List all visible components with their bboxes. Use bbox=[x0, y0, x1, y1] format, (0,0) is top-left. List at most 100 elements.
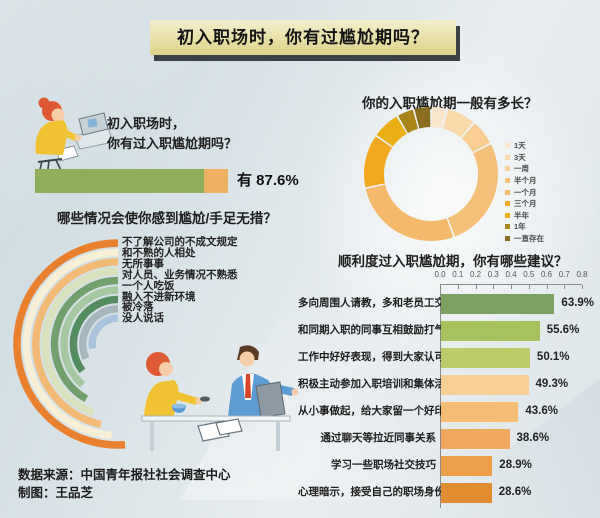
legend-label: 三个月 bbox=[514, 199, 537, 209]
situation-label: 被冷落 bbox=[122, 301, 154, 314]
legend-swatch bbox=[505, 154, 510, 160]
situation-arc bbox=[41, 267, 119, 416]
bar-label: 心理暗示，接受自己的职场身份 bbox=[298, 486, 445, 498]
legend-swatch bbox=[505, 224, 510, 230]
legend-item: 1年 bbox=[505, 221, 544, 233]
situation-arc bbox=[32, 258, 119, 429]
data-source: 数据来源：中国青年报社社会调查中心 bbox=[18, 468, 231, 482]
situation-label: 无所事事 bbox=[122, 257, 164, 270]
axis-tick bbox=[582, 285, 583, 289]
legend-swatch bbox=[505, 178, 510, 184]
donut-slice bbox=[364, 136, 393, 188]
situations-heading: 哪些情况会使你感到尴尬/手足无措？ bbox=[57, 211, 277, 226]
bar-label: 学习一些职场社交技巧 bbox=[331, 459, 436, 471]
bar-label: 积极主动参加入职培训和集体活动 bbox=[298, 378, 456, 390]
woman-at-laptop-illustration bbox=[35, 97, 114, 188]
decor-ring bbox=[22, 248, 119, 440]
legend-label: 半年 bbox=[514, 210, 529, 220]
axis-tick-label: 0.1 bbox=[452, 270, 464, 279]
duration-heading: 你的入职尴尬期一般有多长？ bbox=[362, 96, 538, 111]
legend-item: 一直存在 bbox=[505, 233, 544, 245]
intro-question: 初入职场时， 你有过入职尴尬期吗？ bbox=[107, 114, 237, 154]
bar-label: 多向周围人请教，多和老员工交流 bbox=[298, 297, 456, 309]
legend-swatch bbox=[505, 189, 510, 195]
bar-value: 49.3% bbox=[535, 378, 569, 390]
donut-slice bbox=[414, 107, 431, 129]
legend-label: 半个月 bbox=[514, 176, 537, 186]
bar-value: 55.6% bbox=[546, 324, 580, 336]
legend-item: 一周 bbox=[505, 163, 544, 175]
situation-label: 一个人吃饭 bbox=[122, 279, 175, 292]
bar bbox=[441, 482, 492, 503]
axis-tick-label: 0.0 bbox=[434, 270, 446, 279]
bar-value: 38.6% bbox=[516, 432, 550, 444]
situation-arc bbox=[13, 239, 126, 449]
credit: 制图：王品芝 bbox=[18, 486, 94, 501]
bar bbox=[441, 401, 519, 422]
legend-label: 一个月 bbox=[514, 187, 537, 197]
axis-tick-label: 0.4 bbox=[505, 270, 517, 279]
axis-tick-label: 0.2 bbox=[469, 270, 482, 279]
legend-label: 3天 bbox=[514, 152, 526, 162]
legend-item: 3天 bbox=[505, 152, 544, 164]
legend-item: 半个月 bbox=[505, 175, 544, 187]
axis-tick bbox=[493, 285, 495, 289]
bar-label: 通过聊天等拉近同事关系 bbox=[320, 432, 437, 444]
situation-label: 和不熟的人相处 bbox=[122, 246, 196, 259]
colleagues-talking-illustration bbox=[141, 345, 299, 451]
axis-tick bbox=[564, 285, 566, 289]
situations-arc-chart bbox=[13, 239, 126, 449]
axis-tick bbox=[511, 285, 512, 289]
suggestions-heading: 顺利度过入职尴尬期，你有哪些建议？ bbox=[338, 254, 568, 269]
answer-label: 有 87.6% bbox=[237, 172, 299, 189]
situation-arc bbox=[88, 314, 119, 350]
duration-legend: 1天 3天一周半个月 一个月三个月 半年 1年 一直存在 bbox=[505, 140, 544, 244]
bar bbox=[441, 347, 530, 368]
y-axis-line bbox=[440, 284, 441, 508]
axis-tick bbox=[457, 285, 459, 289]
situation-arc bbox=[69, 295, 119, 374]
bar-label: 从小事做起，给大家留一个好印象 bbox=[298, 405, 456, 417]
bar-label: 和同期入职的同事互相鼓励打气 bbox=[298, 324, 445, 336]
axis-tick bbox=[546, 285, 548, 289]
legend-item: 半年 bbox=[505, 210, 544, 222]
axis-tick bbox=[528, 285, 530, 289]
axis-tick-label: 0.6 bbox=[540, 270, 553, 279]
legend-item: 1天 bbox=[505, 140, 544, 152]
bar-value: 28.6% bbox=[498, 486, 532, 498]
bar bbox=[441, 428, 510, 449]
situation-label: 融入不进新环境 bbox=[122, 290, 196, 303]
bar bbox=[441, 374, 529, 395]
suggestions-bar-chart: 0.0 0.1 0.2 0.3 0.4 0.5 0.6 0.7 0.8 多向周围人请教，多和老员工… bbox=[298, 266, 598, 516]
answer-bar bbox=[35, 169, 228, 193]
legend-swatch bbox=[505, 236, 510, 242]
situation-labels: 不了解公司的不成文规定 和不熟的人相处 无所事事 对人员、业务情况不熟悉 一个人吃饭 融入… bbox=[122, 237, 238, 324]
donut-slice bbox=[442, 109, 474, 138]
axis-tick bbox=[475, 285, 477, 289]
bar-label: 工作中好好表现，得到大家认可 bbox=[298, 351, 445, 363]
legend-label: 一直存在 bbox=[514, 234, 544, 244]
duration-donut-chart bbox=[364, 107, 498, 241]
situation-label: 对人员、业务情况不熟悉 bbox=[122, 268, 238, 281]
donut-slice bbox=[431, 107, 447, 129]
situation-label: 没人说话 bbox=[122, 312, 164, 325]
legend-swatch bbox=[505, 166, 510, 172]
legend-item: 一个月 bbox=[505, 186, 544, 198]
bar bbox=[441, 293, 555, 314]
axis-tick-label: 0.5 bbox=[523, 270, 535, 279]
axis-tick-label: 0.3 bbox=[487, 270, 499, 279]
bar-value: 63.9% bbox=[561, 297, 595, 309]
legend-swatch bbox=[505, 143, 510, 149]
donut-slice bbox=[365, 184, 454, 241]
legend-swatch bbox=[505, 212, 510, 218]
legend-label: 一周 bbox=[514, 164, 529, 174]
intro-question-line2: 你有过入职尴尬期吗？ bbox=[107, 136, 238, 152]
bar bbox=[441, 320, 540, 341]
donut-slice bbox=[461, 123, 491, 153]
situation-arc bbox=[60, 286, 119, 388]
axis-tick-label: 0.8 bbox=[576, 270, 588, 279]
bar-value: 28.9% bbox=[499, 459, 532, 471]
donut-slice bbox=[398, 109, 419, 134]
bar-value: 50.1% bbox=[536, 351, 570, 363]
